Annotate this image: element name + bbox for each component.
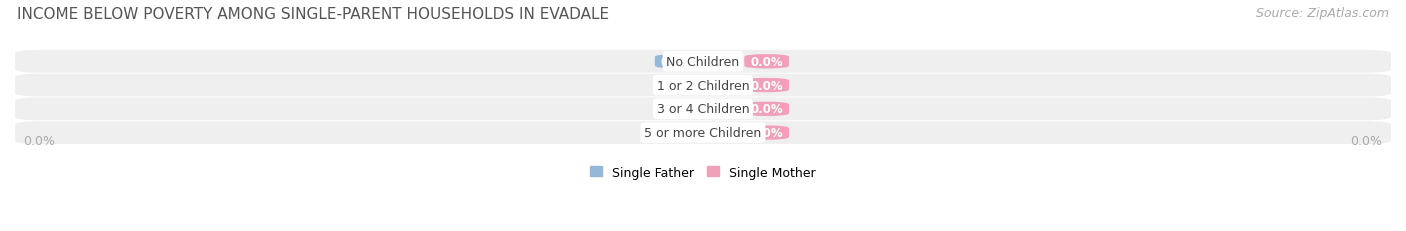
Text: 0.0%: 0.0%	[661, 103, 693, 116]
Text: 5 or more Children: 5 or more Children	[644, 127, 762, 140]
Legend: Single Father, Single Mother: Single Father, Single Mother	[585, 161, 821, 184]
FancyBboxPatch shape	[15, 122, 1391, 144]
Text: 0.0%: 0.0%	[661, 79, 693, 92]
Text: 0.0%: 0.0%	[661, 55, 693, 68]
Text: 0.0%: 0.0%	[751, 79, 783, 92]
FancyBboxPatch shape	[744, 126, 789, 140]
Text: 0.0%: 0.0%	[751, 103, 783, 116]
Text: No Children: No Children	[666, 55, 740, 68]
FancyBboxPatch shape	[15, 98, 1391, 121]
Text: Source: ZipAtlas.com: Source: ZipAtlas.com	[1256, 7, 1389, 20]
Text: 0.0%: 0.0%	[661, 127, 693, 140]
Text: INCOME BELOW POVERTY AMONG SINGLE-PARENT HOUSEHOLDS IN EVADALE: INCOME BELOW POVERTY AMONG SINGLE-PARENT…	[17, 7, 609, 22]
Text: 0.0%: 0.0%	[24, 135, 56, 148]
Text: 1 or 2 Children: 1 or 2 Children	[657, 79, 749, 92]
FancyBboxPatch shape	[744, 79, 789, 93]
FancyBboxPatch shape	[655, 102, 700, 116]
FancyBboxPatch shape	[655, 79, 700, 93]
FancyBboxPatch shape	[655, 126, 700, 140]
FancyBboxPatch shape	[15, 51, 1391, 73]
Text: 0.0%: 0.0%	[751, 55, 783, 68]
FancyBboxPatch shape	[655, 55, 700, 69]
FancyBboxPatch shape	[15, 74, 1391, 97]
Text: 3 or 4 Children: 3 or 4 Children	[657, 103, 749, 116]
Text: 0.0%: 0.0%	[751, 127, 783, 140]
FancyBboxPatch shape	[744, 55, 789, 69]
Text: 0.0%: 0.0%	[1350, 135, 1382, 148]
FancyBboxPatch shape	[744, 102, 789, 116]
